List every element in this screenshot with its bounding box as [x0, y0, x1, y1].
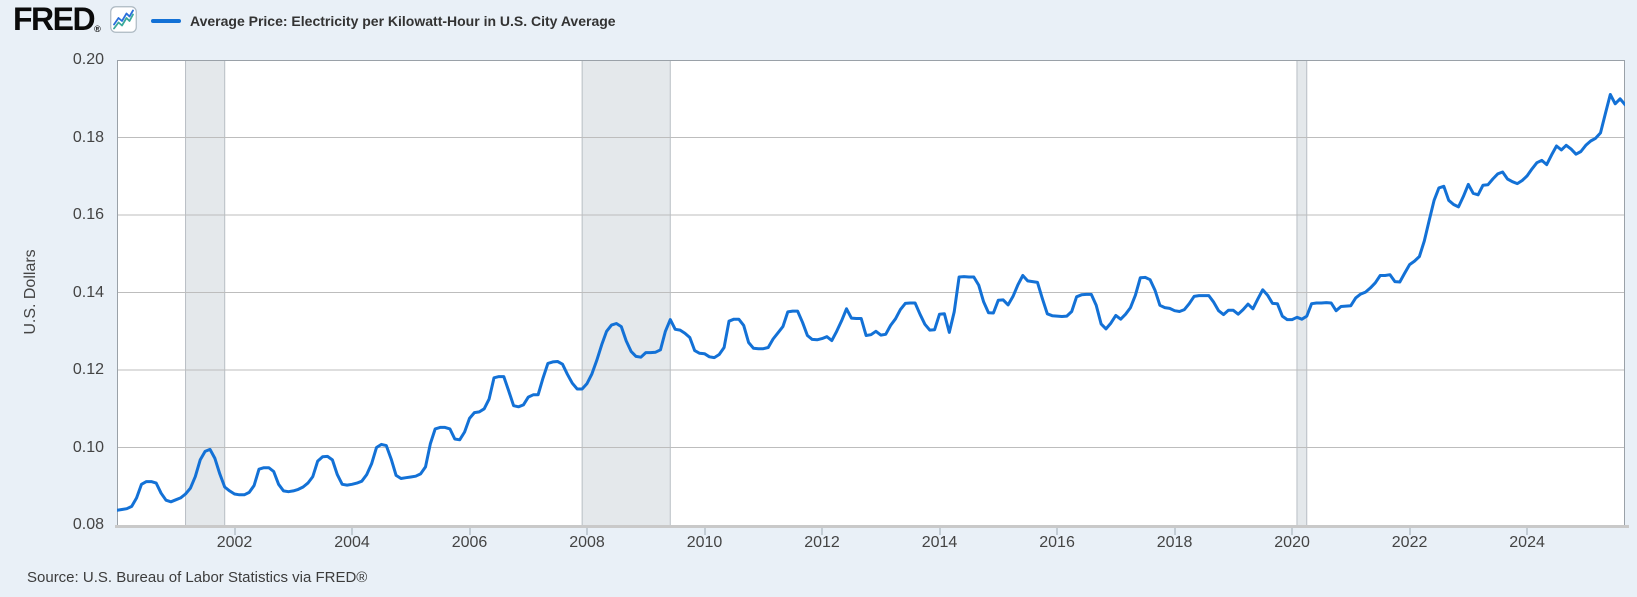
x-tick-label: 2016	[1039, 534, 1075, 551]
fred-sparkline-icon	[110, 6, 137, 33]
x-tick-mark	[1291, 528, 1294, 535]
x-tick-mark	[1056, 528, 1059, 535]
x-tick-label: 2018	[1156, 534, 1193, 551]
series-title: Average Price: Electricity per Kilowatt-…	[190, 13, 616, 29]
x-tick-label: 2014	[921, 534, 958, 551]
x-tick-label: 2002	[216, 534, 253, 551]
x-tick-mark	[586, 528, 589, 535]
y-tick-label: 0.18	[72, 128, 104, 146]
y-tick-label: 0.16	[72, 206, 104, 223]
x-tick-label: 2020	[1274, 534, 1310, 551]
plot-border	[117, 60, 1625, 525]
x-tick-label: 2006	[451, 534, 488, 551]
legend-line-swatch	[151, 19, 181, 23]
x-tick-label: 2024	[1509, 534, 1545, 551]
x-axis-line	[115, 525, 1629, 528]
x-tick-mark	[703, 528, 706, 535]
y-tick-label: 0.14	[72, 283, 104, 301]
x-tick-mark	[468, 528, 471, 535]
plot-area[interactable]	[117, 60, 1625, 525]
source-note: Source: U.S. Bureau of Labor Statistics …	[27, 569, 368, 586]
x-tick-mark	[1526, 528, 1529, 535]
x-tick-label: 2010	[686, 534, 723, 551]
x-tick-label: 2004	[334, 534, 370, 551]
registered-trademark: ®	[94, 24, 101, 34]
y-tick-label: 0.08	[72, 516, 104, 533]
y-tick-label: 0.20	[72, 51, 104, 68]
fred-logo-text: FRED	[13, 1, 96, 37]
chart-canvas	[117, 60, 1625, 525]
x-tick-mark	[351, 528, 353, 535]
y-tick-label: 0.10	[72, 438, 104, 456]
x-tick-mark	[1408, 528, 1411, 535]
y-tick-label: 0.12	[72, 361, 104, 378]
data-line	[117, 93, 1625, 512]
x-tick-mark	[233, 528, 236, 535]
fred-logo[interactable]: FRED®	[13, 1, 101, 38]
x-tick-label: 2008	[569, 534, 605, 551]
x-tick-mark	[821, 528, 824, 535]
x-tick-label: 2022	[1391, 534, 1428, 551]
x-tick-mark	[938, 528, 941, 535]
x-tick-mark	[1173, 528, 1176, 535]
x-tick-label: 2012	[804, 534, 840, 551]
